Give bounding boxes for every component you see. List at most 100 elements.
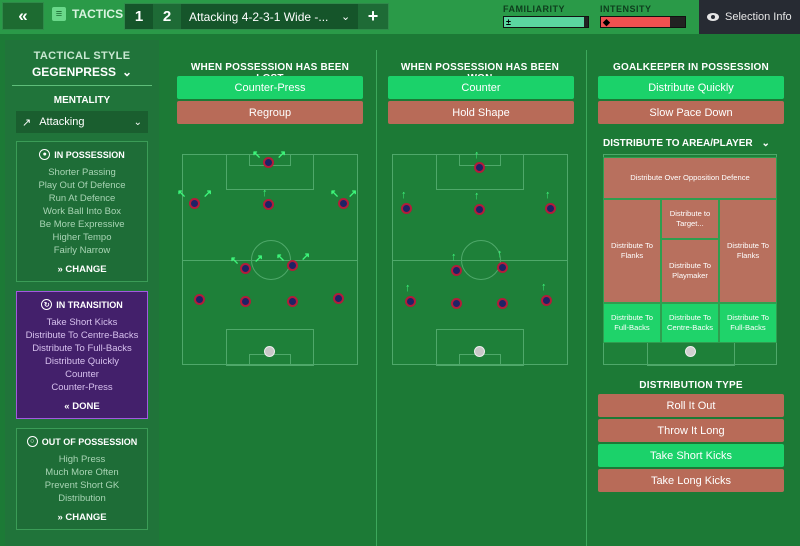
zone-opposition-defence[interactable]: Distribute Over Opposition Defence [603, 157, 777, 199]
tactical-style-dropdown[interactable]: GEGENPRESS ⌄ [5, 65, 159, 79]
player-marker[interactable] [541, 295, 552, 306]
list-item: High Press [58, 454, 106, 465]
zone-flanks-right[interactable]: Distribute To Flanks [719, 199, 777, 303]
player-marker[interactable] [474, 204, 485, 215]
roll-it-out-button[interactable]: Roll It Out [598, 394, 784, 417]
zone-flanks-left[interactable]: Distribute To Flanks [603, 199, 661, 303]
player-marker[interactable] [240, 263, 251, 274]
player-marker[interactable] [497, 298, 508, 309]
column-divider [376, 50, 377, 546]
distribution-type-title: DISTRIBUTION TYPE [639, 380, 743, 391]
list-item: Counter [65, 369, 99, 380]
top-bar: « ≡ TACTICS 1 2 Attacking 4-2-3-1 Wide -… [0, 0, 800, 34]
tactic-name-dropdown[interactable]: Attacking 4-2-3-1 Wide -... [189, 9, 329, 24]
distribute-quickly-button[interactable]: Distribute Quickly [598, 76, 784, 99]
list-item: Distribute To Full-Backs [32, 343, 132, 354]
list-item: Shorter Passing [48, 167, 116, 178]
player-marker[interactable] [338, 198, 349, 209]
column-divider [586, 50, 587, 546]
in-transition-panel: ↻ IN TRANSITION Take Short Kicks Distribu… [16, 291, 148, 419]
movement-arrow-icon: ↑ [405, 282, 411, 294]
movement-arrow-icon: ↑ [497, 248, 503, 260]
intensity-meter[interactable]: INTENSITY ◆ [600, 4, 686, 28]
hold-shape-button[interactable]: Hold Shape [388, 101, 574, 124]
list-item: Take Short Kicks [46, 317, 118, 328]
tactics-label: TACTICS [72, 7, 124, 21]
distribute-area-dropdown[interactable]: DISTRIBUTE TO AREA/PLAYER ⌄ [603, 138, 770, 149]
zone-centre-backs[interactable]: Distribute To Centre-Backs [661, 303, 719, 343]
tactics-header: ≡ TACTICS [52, 7, 123, 21]
chevron-down-icon: ⌄ [133, 116, 142, 128]
intensity-bar [601, 17, 670, 27]
chevron-down-icon[interactable]: ⌄ [341, 11, 351, 23]
player-marker[interactable] [401, 203, 412, 214]
movement-arrow-icon: ↗ [301, 251, 311, 263]
player-marker[interactable] [451, 298, 462, 309]
change-in-possession-button[interactable]: » CHANGE [57, 264, 107, 275]
list-item: Prevent Short GK [44, 480, 120, 491]
tactic-slot-1[interactable]: 1 [134, 8, 144, 25]
player-marker[interactable] [287, 260, 298, 271]
in-transition-title: IN TRANSITION [56, 299, 123, 310]
centre-circle [461, 240, 501, 280]
player-marker[interactable] [545, 203, 556, 214]
movement-arrow-icon: ↑ [262, 187, 268, 199]
tactic-slot-2[interactable]: 2 [153, 4, 181, 29]
selection-info-button[interactable]: Selection Info [699, 0, 800, 34]
goalkeeper-marker[interactable] [685, 346, 696, 357]
zone-target[interactable]: Distribute to Target... [661, 199, 719, 239]
done-button[interactable]: « DONE [64, 401, 100, 412]
take-long-kicks-button[interactable]: Take Long Kicks [598, 469, 784, 492]
movement-arrow-icon: ↗ [203, 188, 213, 200]
player-marker[interactable] [263, 157, 274, 168]
take-short-kicks-button[interactable]: Take Short Kicks [598, 444, 784, 467]
movement-arrow-icon: ↖ [330, 188, 340, 200]
player-marker[interactable] [333, 293, 344, 304]
movement-arrow-icon: ↖ [276, 252, 286, 264]
list-item: Distribute To Centre-Backs [25, 330, 139, 341]
mentality-dropdown[interactable]: ↗ Attacking ⌄ [16, 111, 148, 133]
player-marker[interactable] [194, 294, 205, 305]
add-tactic-button[interactable]: + [358, 4, 388, 29]
regroup-button[interactable]: Regroup [177, 101, 363, 124]
chevron-down-icon: ⌄ [121, 65, 133, 79]
done-label: DONE [72, 401, 100, 412]
in-possession-list: Shorter Passing Play Out Of Defence Run … [17, 166, 147, 257]
counter-press-button[interactable]: Counter-Press [177, 76, 363, 99]
movement-arrow-icon: ↖ [230, 255, 240, 267]
player-marker[interactable] [263, 199, 274, 210]
throw-it-long-button[interactable]: Throw It Long [598, 419, 784, 442]
tactics-board-icon: ≡ [52, 7, 66, 21]
zone-full-backs-right[interactable]: Distribute To Full-Backs [719, 303, 777, 343]
intensity-label: INTENSITY [600, 4, 652, 14]
back-button[interactable]: « [2, 2, 44, 30]
player-marker[interactable] [497, 262, 508, 273]
movement-arrow-icon: ↗ [348, 188, 358, 200]
player-marker[interactable] [405, 296, 416, 307]
in-transition-list: Take Short Kicks Distribute To Centre-Ba… [17, 316, 147, 394]
tactical-sidebar: TACTICAL STYLE GEGENPRESS ⌄ MENTALITY ↗ … [5, 40, 159, 546]
tactic-selector: 1 2 Attacking 4-2-3-1 Wide -... ⌄ + [124, 3, 389, 30]
goalkeeper-marker[interactable] [474, 346, 485, 357]
out-of-possession-title: OUT OF POSSESSION [41, 436, 138, 447]
zone-full-backs-left[interactable]: Distribute To Full-Backs [603, 303, 661, 343]
selection-info-label: Selection Info [725, 11, 792, 23]
ball-icon: ● [39, 149, 51, 160]
zone-playmaker[interactable]: Distribute To Playmaker [661, 239, 719, 303]
player-marker[interactable] [189, 198, 200, 209]
player-marker[interactable] [240, 296, 251, 307]
change-out-of-possession-button[interactable]: » CHANGE [57, 512, 107, 523]
counter-button[interactable]: Counter [388, 76, 574, 99]
slow-pace-down-button[interactable]: Slow Pace Down [598, 101, 784, 124]
defence-icon: ○ [26, 436, 38, 447]
player-marker[interactable] [474, 162, 485, 173]
list-item: Distribute Quickly [45, 356, 119, 367]
player-marker[interactable] [451, 265, 462, 276]
familiarity-meter[interactable]: FAMILIARITY ± [503, 4, 589, 28]
movement-arrow-icon: ↖ [252, 149, 262, 161]
out-of-possession-list: High Press Much More Often Prevent Short… [17, 453, 147, 505]
transition-cycle-icon: ↻ [41, 299, 53, 310]
out-of-possession-panel: ○ OUT OF POSSESSION High Press Much More … [16, 428, 148, 530]
player-marker[interactable] [287, 296, 298, 307]
goalkeeper-marker[interactable] [264, 346, 275, 357]
